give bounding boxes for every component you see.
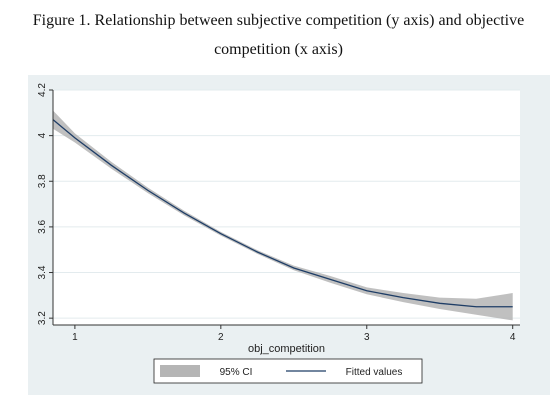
y-tick-label: 4 xyxy=(37,132,48,138)
x-axis-label: obj_competition xyxy=(248,343,325,355)
caption-line-2: competition (x axis) xyxy=(214,41,343,58)
x-tick-label: 3 xyxy=(364,332,370,343)
legend: 95% CI Fitted values xyxy=(153,358,423,384)
y-tick-label: 4.2 xyxy=(37,83,48,97)
fitted-line xyxy=(52,119,513,308)
confidence-band xyxy=(53,110,513,321)
legend-ci-label: 95% CI xyxy=(220,367,253,378)
y-tick-label: 3.6 xyxy=(37,220,48,234)
legend-fit-label: Fitted values xyxy=(346,367,403,378)
x-tick-label: 4 xyxy=(510,332,516,343)
y-tick-label: 3.2 xyxy=(37,311,48,325)
chart-panel: 3.2 3.4 3.6 3.8 4 4.2 1 2 3 4 obj_competition 95% … xyxy=(28,75,550,395)
line-chart: 3.2 3.4 3.6 3.8 4 4.2 1 2 3 4 obj_competition 95% … xyxy=(37,83,520,384)
axes: 3.2 3.4 3.6 3.8 4 4.2 1 2 3 4 obj_competition xyxy=(37,83,520,355)
y-tick-label: 3.4 xyxy=(37,265,48,279)
y-tick-label: 3.8 xyxy=(37,174,48,188)
x-tick-label: 1 xyxy=(72,332,78,343)
figure-caption: Figure 1. Relationship between subjectiv… xyxy=(0,6,557,64)
x-tick-label: 2 xyxy=(218,332,224,343)
legend-ci-swatch xyxy=(160,365,200,377)
plot-area xyxy=(53,90,520,325)
caption-line-1: Figure 1. Relationship between subjectiv… xyxy=(32,12,525,29)
